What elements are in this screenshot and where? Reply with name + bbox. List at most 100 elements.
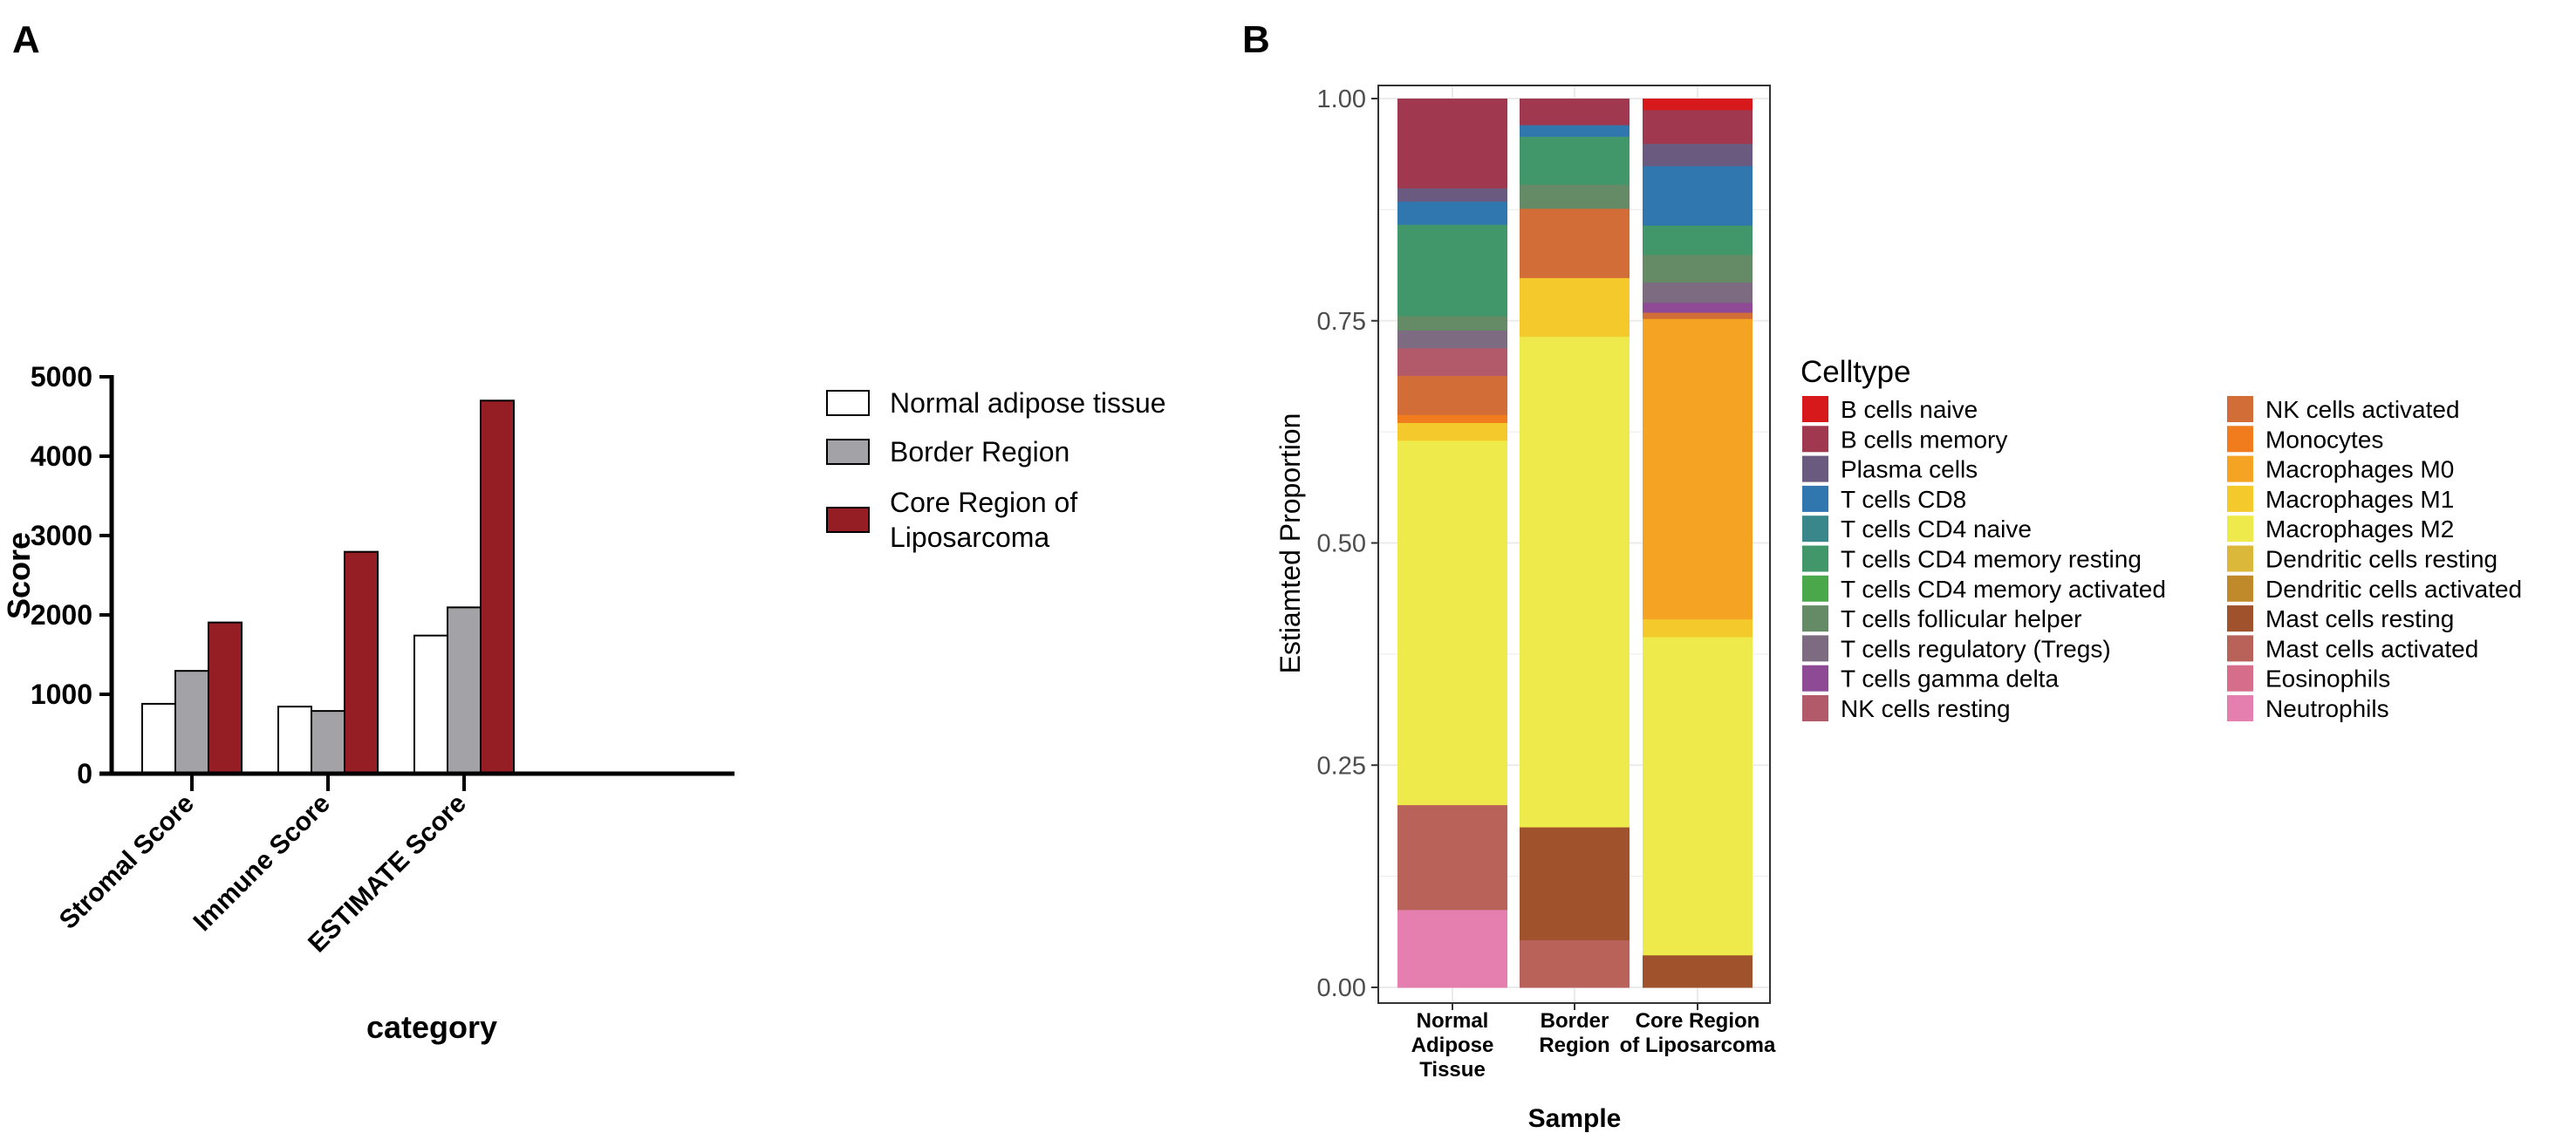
legend-key [1802,455,1828,482]
legend-label: Plasma cells [1841,456,1978,483]
bar [344,550,379,775]
legend-key [2227,635,2253,662]
legend-key [2227,485,2253,512]
legend-key [1802,545,1828,572]
legend-label: T cells CD4 naive [1841,515,2032,543]
y-tick-label: 0.00 [1317,974,1366,1002]
legend-key [2227,515,2253,543]
legend-key [826,507,870,533]
stacked-segment [1643,282,1753,304]
legend-label: Border Region [890,436,1069,468]
stacked-segment [1643,255,1753,283]
panel-label-a: A [12,18,40,61]
legend-key [1802,695,1828,721]
y-tick-label: 0.75 [1317,308,1366,336]
legend-key [1802,575,1828,602]
bar [277,706,312,775]
stacked-segment [1520,184,1630,209]
panel-label-b: B [1242,18,1270,61]
stacked-segment [1520,939,1630,988]
stacked-segment [1397,330,1507,349]
stacked-segment [1520,208,1630,279]
legend-label: Macrophages M2 [2265,515,2454,543]
legend-label: Mast cells resting [2265,605,2454,632]
legend-label: Macrophages M0 [2265,456,2454,483]
legend-label: B cells memory [1841,426,2007,453]
legend-key [826,439,870,465]
stacked-segment [1397,805,1507,911]
stacked-segment [1397,316,1507,331]
x-tick-label: Immune Score [188,789,336,938]
y-tick-label: 0.25 [1317,752,1366,780]
x-tick-label: of Liposarcoma [1620,1034,1776,1057]
stacked-segment [1397,422,1507,441]
legend-key [2227,545,2253,572]
legend-label: T cells CD8 [1841,486,1966,513]
score-bar-chart: 0 1000 2000 3000 4000 5000 Stromal ScoreImmune… [1,361,1166,1045]
legend-key [1802,665,1828,692]
bar [413,634,448,775]
legend-key [2227,426,2253,453]
stacked-segment [1397,348,1507,377]
stacked-segment [1643,318,1753,620]
y-tick-label: 0 [77,758,92,789]
legend-key [1802,605,1828,632]
legend-label: Dendritic cells resting [2265,546,2497,573]
bar [174,670,209,775]
legend-label: NK cells activated [2265,396,2460,423]
legend-label: B cells naive [1841,396,1978,423]
legend-key [1802,635,1828,662]
stacked-segment [1520,99,1630,126]
y-tick-label: 0.50 [1317,530,1366,558]
legend-label: Eosinophils [2265,666,2390,693]
stacked-segment [1397,910,1507,988]
stacked-segment [1643,225,1753,256]
legend-label: T cells gamma delta [1841,666,2059,693]
legend-label: Normal adipose tissue [890,387,1166,419]
stacked-segment [1643,637,1753,956]
stacked-segment [1520,136,1630,186]
legend-label: Neutrophils [2265,695,2389,722]
plot-border [1377,85,1771,1004]
stacked-segment [1643,99,1753,111]
legend-title: Celltype [1800,355,1910,389]
x-tick-label: Adipose [1411,1034,1494,1057]
y-tick-label: 4000 [31,440,92,472]
bar [141,702,176,775]
legend-key [2227,575,2253,602]
y-tick-label: 3000 [31,520,92,551]
x-tick-label: Tissue [1419,1058,1486,1082]
stacked-segment [1643,110,1753,145]
legend-label: T cells follicular helper [1841,605,2082,632]
stacked-segment [1397,188,1507,202]
legend-key [2227,695,2253,721]
x-tick-label: Core Region [1636,1009,1760,1033]
stacked-segment [1643,619,1753,638]
stacked-segment [1520,337,1630,829]
legend-label: Dendritic cells activated [2265,576,2522,603]
y-tick-label: 2000 [31,599,92,631]
legend-key [1802,396,1828,422]
stacked-segment [1520,277,1630,338]
bar [311,710,345,775]
legend-key [1802,426,1828,453]
bar [447,606,482,775]
legend-label: Monocytes [2265,426,2383,453]
stacked-segment [1397,201,1507,226]
legend-key [2227,605,2253,632]
stacked-segment [1643,312,1753,320]
y-axis-title: Score [1,532,37,619]
legend-label: Core Region of [890,487,1077,518]
stacked-segment [1397,375,1507,416]
stacked-segment [1520,125,1630,138]
x-tick-label: Border [1541,1009,1609,1033]
legend-label: Macrophages M1 [2265,486,2454,513]
legend-label: T cells CD4 memory resting [1841,546,2142,573]
legend-key [2227,455,2253,482]
y-tick-label: 1000 [31,679,92,710]
bar [208,621,243,775]
stacked-segment [1643,955,1753,988]
x-axis-title: Sample [1528,1104,1622,1133]
x-tick-label: Stromal Score [54,789,200,935]
